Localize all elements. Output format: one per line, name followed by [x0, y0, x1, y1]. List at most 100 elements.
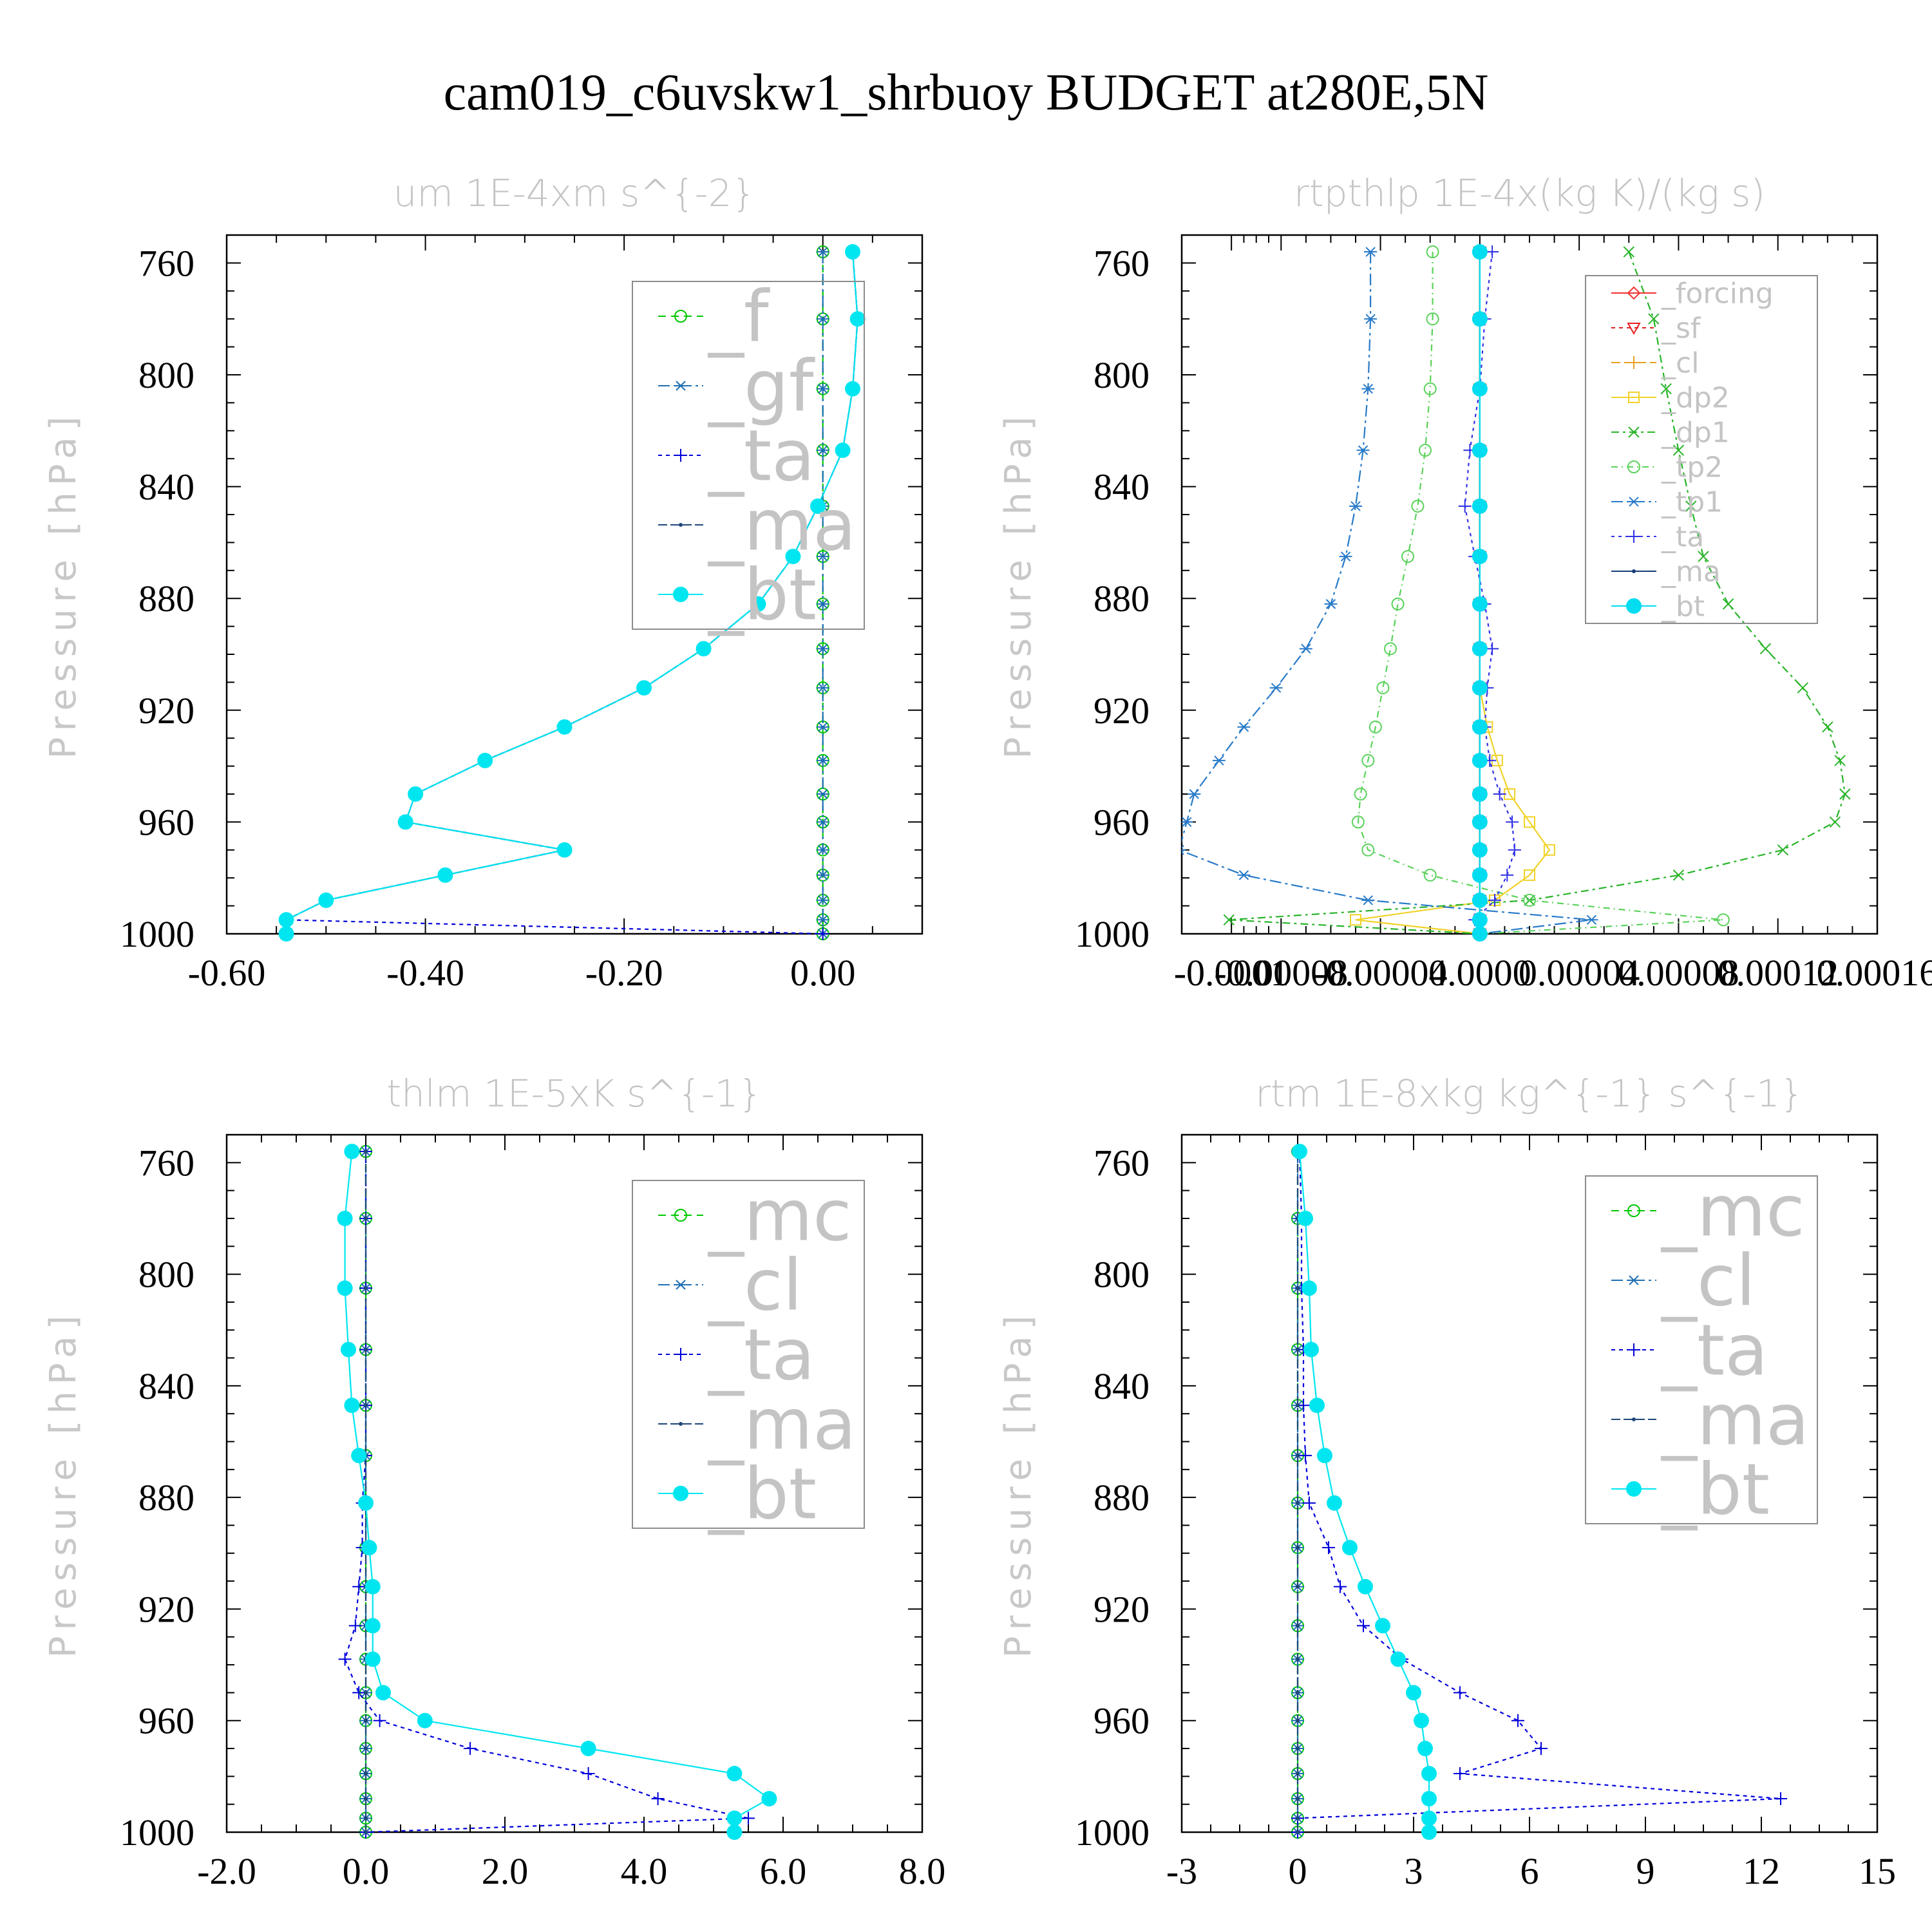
y-tick-label: 1000 [120, 913, 194, 955]
legend-label: _dp2 [1661, 381, 1730, 414]
y-tick-label: 840 [1094, 466, 1150, 508]
y-tick-label: 840 [138, 466, 194, 508]
series-line-dp1 [1229, 251, 1846, 935]
legend-label: _ma [1661, 555, 1721, 588]
legend-label: _bt [1661, 590, 1705, 623]
data-point [816, 755, 829, 766]
legend-marker [1627, 1275, 1640, 1285]
legend-label: _ma [707, 1383, 857, 1466]
data-point [375, 1685, 391, 1701]
data-point [1623, 246, 1634, 258]
y-tick-label: 880 [138, 1477, 194, 1519]
data-point [1356, 445, 1370, 455]
data-point [477, 752, 493, 768]
data-point [1351, 815, 1365, 829]
legend-marker [1627, 323, 1641, 336]
data-point [1390, 1651, 1406, 1667]
data-point [1296, 1286, 1300, 1291]
data-point [651, 1792, 665, 1806]
x-tick-label: 6 [1520, 1850, 1539, 1892]
data-point [1299, 643, 1312, 654]
data-point [1358, 1578, 1373, 1595]
data-point [364, 1830, 368, 1834]
legend: _mc_cl_ta_ma_bt [632, 1175, 865, 1535]
data-point [556, 842, 573, 858]
data-point [845, 244, 860, 260]
data-point [816, 314, 829, 324]
data-point [1188, 789, 1201, 799]
data-point [364, 1690, 368, 1695]
x-tick-label: -0.20 [585, 952, 663, 994]
data-point [816, 895, 829, 905]
y-tick-label: 880 [1094, 578, 1150, 620]
data-point [373, 1714, 386, 1727]
legend-box [632, 281, 865, 630]
data-point [1376, 681, 1390, 695]
legend-label: _ma [707, 484, 857, 567]
legend-label: _cl [1661, 346, 1699, 379]
data-point [408, 786, 424, 802]
legend-marker [674, 1348, 687, 1361]
data-point [726, 1824, 743, 1840]
x-tick-label: 9 [1636, 1850, 1655, 1892]
data-point [816, 927, 829, 940]
y-tick-label: 920 [138, 1588, 194, 1630]
x-tick-label: 3 [1405, 1850, 1423, 1892]
legend-label: _bt [707, 554, 817, 636]
data-point [1426, 312, 1439, 326]
data-point [1223, 914, 1235, 926]
legend-marker [1627, 1343, 1640, 1356]
panel-title: thlm 1E-5xK s^{-1} [386, 1072, 762, 1115]
data-point [1182, 817, 1193, 828]
data-point [364, 1403, 368, 1408]
series-group [1182, 244, 1851, 942]
data-point [1406, 1685, 1421, 1701]
y-tick-label: 960 [138, 1700, 194, 1742]
data-point [1488, 893, 1501, 907]
data-point [1472, 641, 1488, 657]
x-tick-label: 0.00016 [1817, 952, 1932, 994]
x-tick-label: 4.0 [621, 1850, 668, 1892]
data-point [1472, 786, 1488, 802]
figure-title: cam019_c6uvskw1_shrbuoy BUDGET at280E,5N [444, 64, 1489, 121]
data-point [835, 442, 851, 459]
y-tick-label: 840 [138, 1365, 194, 1407]
y-tick-label: 880 [1094, 1477, 1150, 1519]
data-point [1296, 1454, 1300, 1458]
data-point [1384, 642, 1397, 656]
data-point [1486, 642, 1499, 656]
data-point [364, 1347, 368, 1352]
x-tick-label: 0.0 [343, 1850, 390, 1892]
legend-label: _ta [1660, 1309, 1768, 1392]
data-point [337, 1280, 353, 1296]
x-tick-label: 0.00008 [1618, 952, 1739, 994]
data-point [1472, 596, 1488, 612]
data-point [318, 892, 334, 908]
data-point [341, 1341, 356, 1358]
data-point [1423, 382, 1437, 395]
legend-marker [1627, 530, 1640, 543]
data-point [1722, 598, 1734, 610]
data-point [344, 1397, 360, 1414]
data-point [1501, 868, 1514, 882]
legend-marker [1627, 286, 1641, 300]
data-point [816, 722, 829, 732]
x-tick-label: -0.00004 [1314, 952, 1448, 994]
data-point [1296, 1624, 1300, 1628]
data-point [1472, 442, 1488, 459]
x-tick-label: 0.00004 [1519, 952, 1640, 994]
data-point [1535, 1742, 1548, 1756]
data-point [1421, 1766, 1437, 1782]
data-point [1472, 498, 1488, 514]
legend-box [632, 1180, 865, 1529]
x-tick-label: -2.0 [197, 1850, 256, 1892]
data-point [1829, 816, 1841, 828]
data-point [1354, 788, 1367, 800]
data-point [761, 1791, 777, 1807]
x-tick-label: -0.40 [386, 952, 464, 994]
data-point [1324, 599, 1338, 609]
x-tick-label: 0.00012 [1717, 952, 1839, 994]
data-point [1296, 1657, 1300, 1662]
x-tick-label: 0.0000 [1428, 952, 1531, 994]
series-line-bt [1298, 1151, 1430, 1832]
